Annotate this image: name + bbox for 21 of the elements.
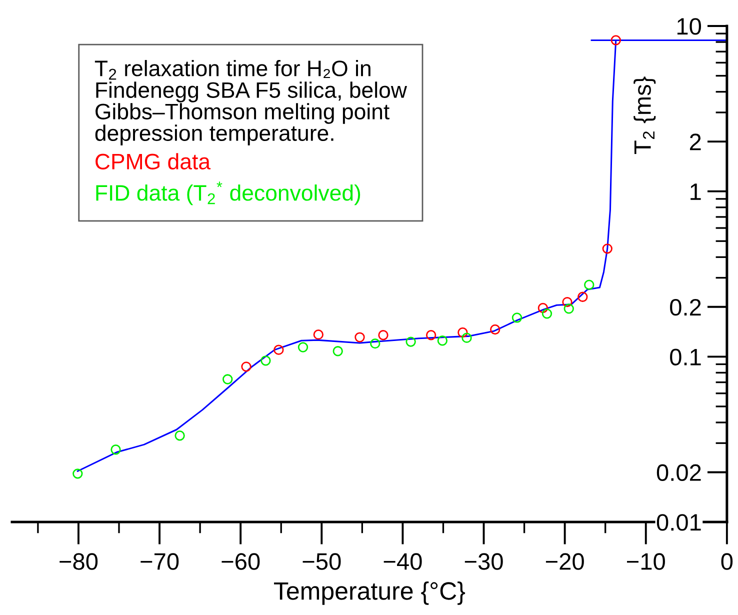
x-tick-label: −50 [302,553,341,570]
x-tick-label: −30 [464,553,503,570]
x-tick-label: −80 [60,553,98,570]
y-tick-label: 1 [690,184,701,200]
y-axis-title: T$_{2}$ {ms} [634,76,656,154]
annotation: T$_{2}$ relaxation time for H₂O in Findenegg SBA F5 silica, below Gibbs–Thomson melting point depression temperature. [94,60,408,146]
y-tick-label: 0.02 [656,464,701,482]
x-tick-label: −40 [384,553,422,570]
y-tick-label: 10 [677,18,702,35]
y-tick-label: 2 [690,134,701,150]
y-tick-label: 0.1 [670,348,701,366]
x-tick-label: −70 [140,553,179,570]
text: FID data (T$_{2}$$^{*}$ deconvolved) [96,182,360,206]
x-tick-label: 0 [721,553,733,570]
x-tick-label: −10 [627,553,665,570]
text: CPMG data [96,153,211,170]
y-tick-label: 0.2 [670,298,701,316]
x-axis-title: Temperature {°C} [274,582,466,605]
x-tick-label: −60 [222,553,260,570]
y-tick-label: 0.01 [656,514,701,531]
x-tick-label: −20 [546,553,584,570]
